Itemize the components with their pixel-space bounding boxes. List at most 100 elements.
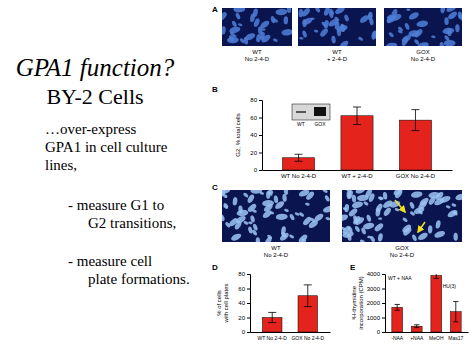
x-tick-label: Mas17 <box>448 335 463 341</box>
cell <box>252 223 258 231</box>
cell <box>386 14 398 25</box>
error-cap <box>411 109 419 110</box>
y-axis-line <box>259 101 263 171</box>
cell <box>373 222 384 233</box>
error-cap <box>353 124 361 125</box>
y-tick-label: 40 <box>250 132 257 138</box>
x-tick: WT + 2-4-D <box>341 170 373 179</box>
error-line <box>416 325 417 328</box>
cell <box>445 205 450 209</box>
cell <box>382 206 392 217</box>
cell <box>435 220 441 229</box>
micrograph-bg <box>384 8 462 46</box>
x-tick-label: WT + 2-4-D <box>341 173 373 179</box>
error-bar <box>453 302 458 322</box>
y-axis-title: ³H-thymidine <box>351 285 357 320</box>
error-line <box>415 110 416 131</box>
cell <box>298 190 310 198</box>
y-tick-label: 0 <box>242 329 246 335</box>
cell <box>298 9 303 17</box>
cell <box>382 192 387 200</box>
y-axis-title: G2, % total cells <box>235 113 241 156</box>
error-line <box>455 302 456 322</box>
cell <box>302 30 308 38</box>
cell <box>274 200 286 211</box>
x-tick: WT No 2-4-D <box>281 170 317 179</box>
cell <box>357 194 369 201</box>
cell <box>331 36 336 44</box>
cell <box>357 36 363 41</box>
cell <box>411 191 423 199</box>
cell <box>238 205 243 213</box>
x-tick-label: -NAA <box>391 335 404 341</box>
cell <box>230 232 242 242</box>
error-bar <box>353 107 361 125</box>
cell <box>231 20 238 28</box>
cell <box>444 17 449 25</box>
cell <box>252 209 258 213</box>
cell <box>256 237 261 242</box>
error-cap <box>353 107 361 108</box>
y-tick: 0 <box>242 329 250 335</box>
blot-band <box>296 111 306 113</box>
cell <box>359 14 371 25</box>
cell <box>377 196 383 201</box>
cell <box>340 24 345 32</box>
cell <box>378 217 382 220</box>
cell <box>314 30 319 33</box>
error-cap <box>411 130 419 131</box>
cell <box>222 190 227 198</box>
error-cap <box>304 284 312 285</box>
cell <box>439 195 451 205</box>
cell <box>354 225 361 232</box>
cell <box>284 208 290 212</box>
x-tick: Mas17 <box>448 332 463 341</box>
cell <box>417 200 428 211</box>
arrow <box>418 222 425 232</box>
cell <box>325 217 330 221</box>
annotation: HU(3) <box>443 283 457 289</box>
slide: GPA1 function?BY-2 Cells…over-expressGPA… <box>0 0 474 355</box>
cell <box>342 230 354 238</box>
cell <box>307 219 319 230</box>
figure: ABCDEWTNo 2-4-DWT+ 2-4-DGOXNo 2-4-DWTNo … <box>212 3 467 272</box>
y-tick-label: 40 <box>238 300 245 306</box>
error-line <box>272 312 273 322</box>
cell <box>273 195 278 203</box>
cell <box>273 38 279 43</box>
cell <box>243 220 249 225</box>
panel-label: D <box>212 263 218 272</box>
y-tick: 4000 <box>367 271 385 277</box>
cell <box>321 21 328 28</box>
error-cap <box>414 324 419 325</box>
cell <box>351 200 364 209</box>
x-tick: -NAA <box>391 332 404 341</box>
cell <box>352 215 362 226</box>
y-axis-title: incorporation (CPM) <box>358 276 364 330</box>
plot-area <box>392 274 461 332</box>
cell <box>283 190 288 195</box>
cell <box>314 8 321 13</box>
y-tick-label: 2000 <box>367 300 381 306</box>
cell <box>305 202 310 206</box>
cell <box>225 221 232 228</box>
cell <box>427 195 437 206</box>
annotation: WT + NAA <box>388 275 412 281</box>
x-tick: WT No 2-4-D <box>258 332 288 341</box>
cell <box>372 30 376 39</box>
bar-chart: 020406080WT No 2-4-DWT + 2-4-DGOX No 2-4… <box>235 97 453 179</box>
blot-inset <box>292 104 330 120</box>
error-cap <box>395 304 400 305</box>
cell <box>299 37 304 40</box>
cell <box>402 217 408 223</box>
cell <box>455 192 462 201</box>
y-tick-mark <box>247 303 250 304</box>
y-tick: 60 <box>238 286 250 292</box>
x-tick-label: +NAA <box>410 335 424 341</box>
x-axis-line <box>386 332 469 333</box>
error-cap <box>304 306 312 307</box>
cell <box>287 8 292 13</box>
cell <box>386 14 394 24</box>
y-tick-label: 3000 <box>367 286 381 292</box>
cell <box>355 190 367 195</box>
